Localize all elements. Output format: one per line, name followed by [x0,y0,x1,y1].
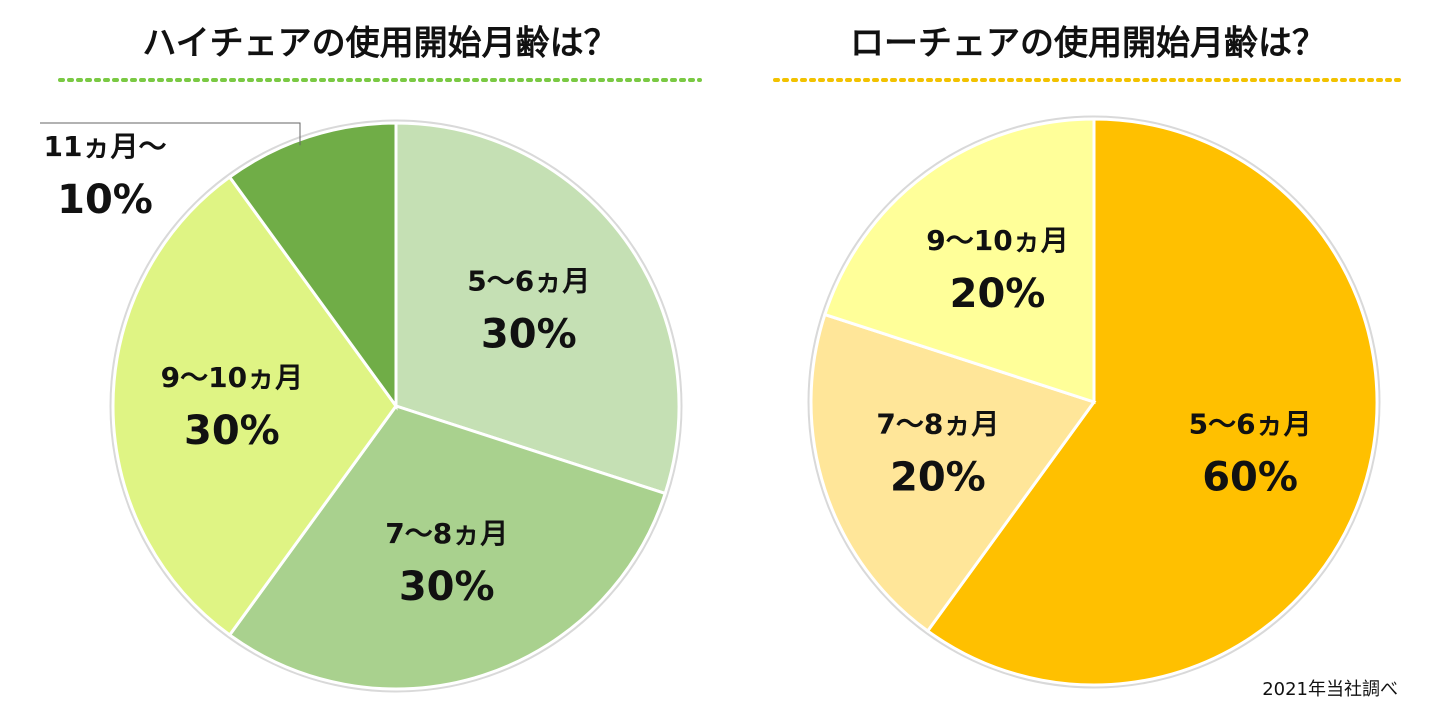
chart-title: ハイチェアの使用開始月齢は？ [142,24,617,64]
pie-slice [227,404,668,691]
source-note: 2021年当社調べ [1262,679,1398,700]
slice-category-label: 11ヵ月～ [44,130,167,163]
slice-category-label: 9～10ヵ月 [926,224,1068,257]
leader-line [40,122,301,146]
pie-slice [925,117,1379,687]
slice-category-label: 7～8ヵ月 [385,517,508,550]
pie-slice [227,121,398,411]
pie-slice [394,121,681,496]
pie-slice [809,312,1097,634]
slice-value-label: 20% [890,455,986,501]
slice-category-label: 7～8ヵ月 [876,408,999,441]
slice-category-label: 9～10ヵ月 [161,361,303,394]
slice-value-label: 30% [481,312,577,358]
slice-value-label: 60% [1202,455,1298,501]
slice-category-label: 5～6ヵ月 [467,265,590,298]
pie-slice [111,174,398,638]
slice-value-label: 30% [184,408,280,454]
chart-title: ローチェアの使用開始月齢は？ [850,24,1326,64]
pie-slice [822,117,1096,405]
slice-value-label: 20% [950,271,1046,317]
slice-category-label: 5～6ヵ月 [1189,408,1312,441]
slice-value-label: 30% [399,564,495,610]
slice-value-label: 10% [57,177,153,223]
